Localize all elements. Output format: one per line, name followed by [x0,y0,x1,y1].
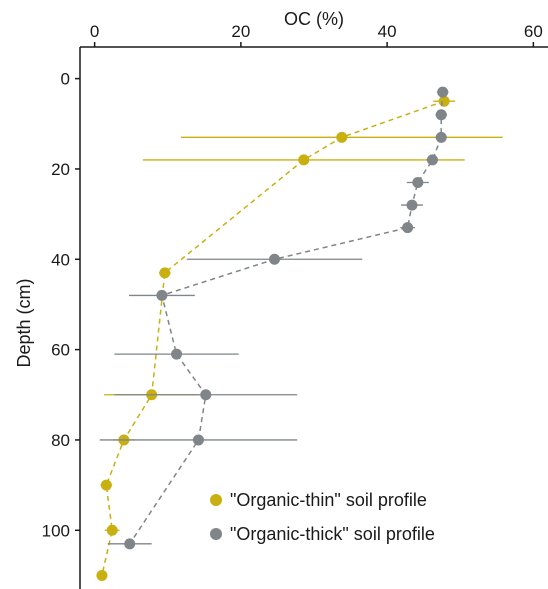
x-ticks: 0 20 40 60 [90,22,543,47]
data-point [402,222,414,234]
data-point [437,86,449,98]
data-point [124,538,136,550]
data-point [298,154,310,166]
data-point [200,389,212,401]
legend-marker-organic-thin [210,494,222,506]
y-tick-label: 40 [51,250,70,269]
y-tick-label: 80 [51,431,70,450]
y-ticks: 0 20 40 60 80 100 [42,70,80,540]
y-tick-label: 100 [42,521,70,540]
y-axis-title: Depth (cm) [14,278,34,367]
data-point [106,524,118,536]
data-point [100,479,112,491]
legend-label-organic-thin: "Organic-thin" soil profile [230,490,427,510]
y-tick-label: 0 [61,70,70,89]
axes: 0 20 40 60 0 20 40 60 80 100 OC (%) Depth (cm) [14,9,548,589]
data-point [412,177,424,188]
data-point [406,199,418,211]
legend: "Organic-thin" soil profile "Organic-thi… [210,490,435,544]
data-point [435,109,447,121]
legend-marker-organic-thick [210,528,222,540]
data-point [426,154,438,166]
x-tick-label: 60 [524,22,543,41]
data-point [96,569,108,581]
x-axis-title: OC (%) [284,9,344,29]
x-tick-label: 40 [378,22,397,41]
data-point [269,253,281,265]
legend-label-organic-thick: "Organic-thick" soil profile [230,524,435,544]
data-point [192,434,204,446]
data-point [435,131,447,143]
data-point [171,348,183,360]
y-tick-label: 20 [51,160,70,179]
y-tick-label: 60 [51,341,70,360]
x-tick-label: 0 [90,22,99,41]
data-point [336,131,348,143]
plot-area [96,86,503,581]
series-1 [99,86,449,550]
data-point [159,267,171,279]
data-point [156,289,168,301]
x-tick-label: 20 [231,22,250,41]
